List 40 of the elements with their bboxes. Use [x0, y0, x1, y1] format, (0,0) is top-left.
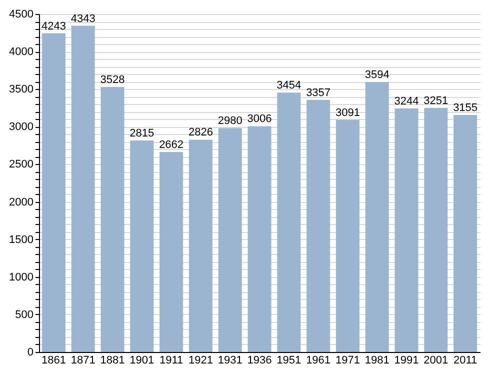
data-label: 3357	[306, 86, 331, 99]
x-tick-label: 1911	[159, 354, 184, 366]
x-tick-label: 1951	[276, 354, 302, 366]
data-label: 2815	[130, 128, 154, 140]
x-tick-label: 1861	[41, 354, 66, 366]
data-label: 3528	[100, 74, 125, 86]
data-label: 2980	[218, 115, 242, 128]
x-tick-label: 1901	[130, 354, 154, 366]
x-tick-label: 1871	[70, 354, 96, 366]
data-label: 3594	[364, 69, 390, 82]
y-tick-label: 3000	[9, 121, 34, 134]
x-tick-label: 1971	[335, 354, 360, 366]
data-label: 3244	[394, 95, 419, 108]
data-label: 4343	[70, 12, 96, 25]
data-label: 4243	[41, 20, 66, 32]
data-label: 2662	[159, 139, 184, 152]
data-label: 3006	[247, 113, 272, 126]
x-tick-label: 1991	[394, 354, 419, 366]
data-label: 3454	[276, 80, 302, 92]
y-tick-label: 4000	[9, 46, 34, 58]
y-tick-label: 1000	[9, 271, 34, 284]
data-label: 3091	[335, 106, 360, 119]
data-label: 3251	[424, 94, 448, 107]
x-tick-label: 1981	[364, 354, 390, 366]
x-tick-label: 1881	[100, 354, 125, 366]
y-tick-label: 2000	[9, 196, 34, 208]
y-tick-label: 2500	[9, 158, 34, 171]
y-tick-label: 4500	[9, 8, 34, 20]
y-tick-label: 500	[15, 308, 34, 321]
x-tick-label: 2001	[424, 354, 448, 366]
y-tick-label: 1500	[9, 234, 34, 246]
x-tick-label: 2011	[453, 354, 478, 366]
x-tick-label: 1936	[247, 354, 272, 366]
y-tick-label: 3500	[9, 84, 34, 96]
data-label: 2826	[188, 126, 213, 139]
y-tick-label: 0	[27, 346, 34, 358]
x-tick-label: 1961	[306, 354, 331, 366]
x-tick-label: 1921	[188, 354, 213, 366]
x-tick-label: 1931	[218, 354, 242, 366]
data-label: 3155	[453, 102, 478, 114]
